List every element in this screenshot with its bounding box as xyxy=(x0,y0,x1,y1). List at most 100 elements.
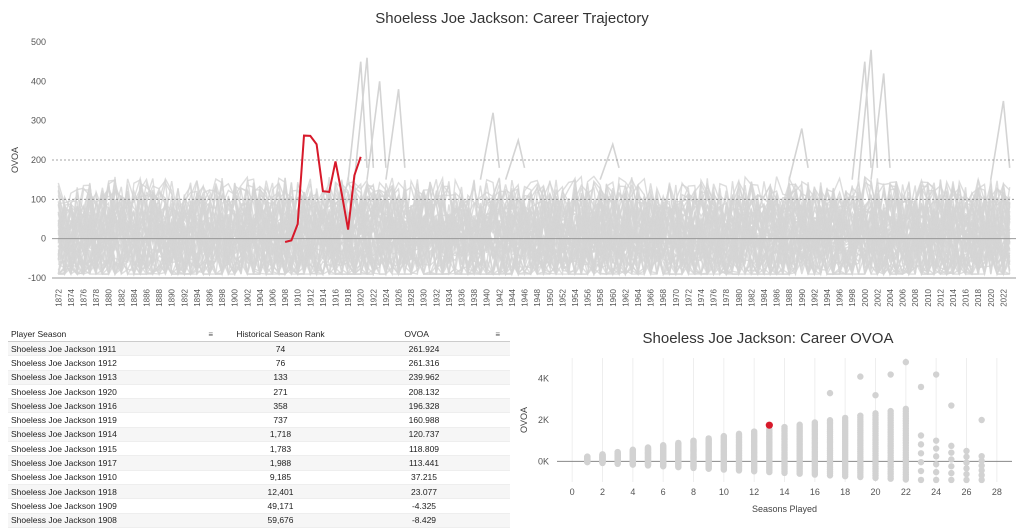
table-row[interactable]: Shoeless Joe Jackson 1909 49,171 -4.325 xyxy=(8,499,510,514)
scatter-point xyxy=(932,476,940,484)
x-tick-label: 1962 xyxy=(621,288,630,306)
player-season-table: Player Season ≡ Historical Season Rank O… xyxy=(8,327,510,528)
x-tick-label: 2016 xyxy=(962,288,971,306)
y-tick-label: 500 xyxy=(31,37,46,47)
x-tick-label: 1980 xyxy=(735,288,744,306)
table-row[interactable]: Shoeless Joe Jackson 1913 133 239.962 xyxy=(8,370,510,385)
x-tick-label: 24 xyxy=(931,487,941,497)
y-tick-label: 4K xyxy=(538,374,549,384)
scatter-point xyxy=(948,449,955,456)
table-row[interactable]: Shoeless Joe Jackson 1911 74 261.924 xyxy=(8,342,510,357)
scatter-point xyxy=(948,402,955,409)
cell-ovoa: 261.316 xyxy=(408,357,440,368)
cell-rank: 59,676 xyxy=(267,515,294,526)
x-tick-label: 1996 xyxy=(836,288,845,306)
background-career-peak xyxy=(857,49,879,180)
x-tick-label: 1874 xyxy=(67,288,76,306)
scatter-point xyxy=(629,446,637,453)
x-tick-label: 1952 xyxy=(558,288,567,306)
x-tick-label: 1930 xyxy=(420,288,429,306)
x-tick-label: 1992 xyxy=(810,288,819,306)
cell-rank: 1,988 xyxy=(269,458,292,469)
header-ovoa-label: OVOA xyxy=(404,329,429,339)
scatter-point xyxy=(978,471,985,479)
background-career-peak xyxy=(870,73,891,180)
x-tick-label: 2010 xyxy=(924,288,933,306)
header-ovoa[interactable]: OVOA ≡ xyxy=(338,329,510,339)
sort-icon[interactable]: ≡ xyxy=(208,329,213,339)
table-row[interactable]: Shoeless Joe Jackson 1918 12,401 23.077 xyxy=(8,484,510,500)
x-tick-label: 1938 xyxy=(470,288,479,306)
career-trajectory-chart: OVOA 500 400 300 200 100 0 -100 1872 1874 1876 1878… xyxy=(10,37,1016,307)
scatter-chart-title: Shoeless Joe Jackson: Career OVOA xyxy=(642,330,894,347)
scatter-point xyxy=(826,389,834,397)
scatter-point xyxy=(917,450,925,457)
scatter-point xyxy=(917,441,925,448)
x-tick-label: 1950 xyxy=(546,288,555,306)
cell-player-season: Shoeless Joe Jackson 1909 xyxy=(11,500,117,511)
table-row[interactable]: Shoeless Joe Jackson 1912 76 261.316 xyxy=(8,356,510,371)
scatter-point xyxy=(659,442,667,449)
x-tick-label: 1918 xyxy=(344,288,353,306)
cell-rank: 1,718 xyxy=(269,429,292,440)
table-row[interactable]: Shoeless Joe Jackson 1917 1,988 113.441 xyxy=(8,456,510,471)
x-tick-label: 1982 xyxy=(747,288,756,306)
x-tick-label: 1994 xyxy=(823,288,832,306)
x-tick-label: 1878 xyxy=(92,288,101,306)
cell-ovoa: 23.077 xyxy=(411,486,437,497)
scatter-point xyxy=(796,421,803,428)
scatter-point xyxy=(948,442,955,450)
x-tick-label: 1944 xyxy=(508,288,517,306)
scatter-point xyxy=(811,419,819,426)
cell-player-season: Shoeless Joe Jackson 1916 xyxy=(11,400,117,411)
table-row[interactable]: Shoeless Joe Jackson 1919 737 160.988 xyxy=(8,413,510,428)
table-row[interactable]: Shoeless Joe Jackson 1915 1,783 118.809 xyxy=(8,442,510,457)
table-row[interactable]: Shoeless Joe Jackson 1910 9,185 37.215 xyxy=(8,471,510,485)
x-tick-label: 1940 xyxy=(483,288,492,306)
x-tick-label: 1954 xyxy=(571,288,580,306)
cell-rank: 9,185 xyxy=(269,472,292,483)
header-player-season[interactable]: Player Season ≡ xyxy=(8,329,223,339)
x-tick-label: 1886 xyxy=(143,288,152,306)
cell-rank: 737 xyxy=(273,415,288,426)
x-tick-label: 2002 xyxy=(873,288,882,306)
sort-icon[interactable]: ≡ xyxy=(495,329,500,339)
x-tick-label: 1960 xyxy=(609,288,618,306)
x-tick-label: 1924 xyxy=(382,288,391,306)
table-row[interactable]: Shoeless Joe Jackson 1920 271 208.132 xyxy=(8,385,510,400)
scatter-point xyxy=(978,416,985,424)
x-tick-label: 1986 xyxy=(773,288,782,306)
scatter-point xyxy=(932,461,940,468)
x-tick-label: 1880 xyxy=(105,288,114,306)
table-body: Shoeless Joe Jackson 1911 74 261.924 Shoele… xyxy=(8,342,510,528)
x-tick-label: 1978 xyxy=(722,288,731,306)
header-rank[interactable]: Historical Season Rank xyxy=(236,329,325,339)
x-tick-label: 6 xyxy=(661,487,666,497)
scatter-point xyxy=(644,444,652,451)
scatter-point xyxy=(978,462,985,469)
scatter-point xyxy=(917,476,925,484)
cell-rank: 12,401 xyxy=(267,486,294,497)
scatter-point xyxy=(948,463,955,470)
background-career-peak xyxy=(353,57,375,180)
table-row[interactable]: Shoeless Joe Jackson 1914 1,718 120.737 xyxy=(8,427,510,443)
background-career-peak xyxy=(347,61,368,180)
scatter-point xyxy=(705,435,712,442)
scatter-point xyxy=(978,476,985,484)
background-career-peak xyxy=(504,137,526,180)
table-row[interactable]: Shoeless Joe Jackson 1916 358 196.328 xyxy=(8,399,510,414)
x-tick-label: 1920 xyxy=(357,288,366,306)
scatter-point xyxy=(978,452,985,460)
scatter-point xyxy=(584,453,591,460)
highlight-point xyxy=(765,421,773,429)
x-tick-label: 1976 xyxy=(710,288,719,306)
background-career-peak xyxy=(788,128,809,180)
x-tick-label: 1896 xyxy=(206,288,215,306)
y-tick-label: 0 xyxy=(41,234,46,244)
x-tick-label: 1898 xyxy=(218,288,227,306)
cell-rank: 358 xyxy=(273,400,288,411)
x-tick-label: 1908 xyxy=(281,288,290,306)
x-tick-label: 1984 xyxy=(760,288,769,306)
background-career-peak xyxy=(851,61,872,180)
x-tick-label: 26 xyxy=(961,487,971,497)
